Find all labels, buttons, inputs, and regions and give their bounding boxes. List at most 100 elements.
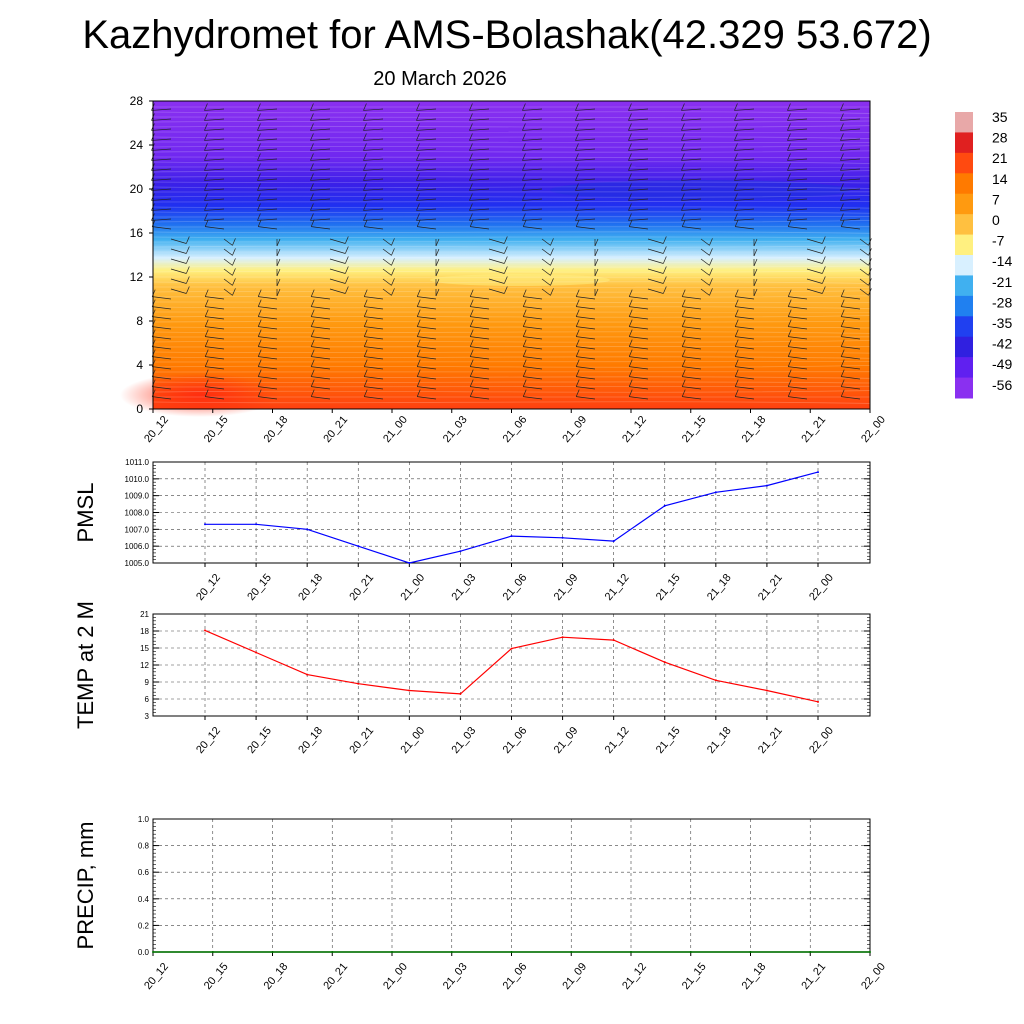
data-point [204, 523, 206, 526]
wind-barb [681, 369, 686, 377]
wind-barb [522, 329, 527, 337]
wind-barb [232, 238, 236, 246]
wind-barb [522, 148, 543, 151]
wind-barb [541, 248, 551, 256]
wind-barb [416, 103, 420, 111]
x-tick-label: 20_15 [202, 961, 231, 992]
wind-barb [550, 258, 554, 266]
wind-barb [223, 288, 233, 296]
wind-barb [204, 153, 208, 161]
y-tick-label: 0.2 [138, 921, 150, 930]
wind-barb [709, 258, 713, 266]
wind-barb [682, 356, 702, 360]
y-tick-label: 12 [130, 270, 144, 284]
wind-barb [205, 346, 225, 350]
wind-barb [734, 198, 755, 201]
wind-barb [391, 258, 395, 266]
wind-barb [344, 246, 349, 254]
wind-barb [522, 138, 543, 141]
wind-barb [594, 258, 599, 267]
wind-barb [363, 183, 367, 191]
wind-barb [470, 366, 490, 370]
y-tick-label: 18 [140, 627, 149, 636]
wind-barb [469, 178, 490, 181]
wind-barb [469, 208, 490, 211]
wind-barb [840, 158, 861, 161]
x-tick-label: 20_15 [245, 572, 274, 603]
wind-barb [470, 306, 490, 310]
wind-barb [310, 168, 331, 171]
wind-barb [469, 103, 473, 111]
contour-line [152, 236, 871, 239]
wind-barb [276, 248, 281, 257]
wind-barb [204, 219, 209, 227]
data-point [817, 471, 819, 474]
wind-barb [311, 396, 331, 400]
wind-barb [363, 188, 384, 191]
contour-line [152, 211, 871, 214]
wind-barb [363, 319, 368, 327]
wind-barb [576, 386, 596, 390]
wind-barb [470, 226, 490, 230]
wind-barb [629, 386, 649, 390]
wind-barb [787, 379, 792, 387]
wind-barb [787, 329, 792, 337]
wind-barb [787, 168, 808, 171]
wind-barb [522, 153, 526, 161]
wind-barb [416, 183, 420, 191]
wind-barb [787, 188, 808, 191]
wind-barb [416, 188, 437, 191]
wind-barb [575, 208, 596, 211]
wind-barb [787, 123, 791, 131]
wind-barb [840, 138, 861, 141]
wind-barb [628, 178, 649, 181]
contour-line [152, 206, 871, 209]
wind-barb [787, 143, 791, 151]
wind-barb [503, 256, 508, 264]
wind-barb [734, 123, 738, 131]
wind-barb [753, 288, 758, 297]
wind-barb [734, 369, 739, 377]
wind-barb [787, 153, 791, 161]
data-point [612, 639, 615, 642]
wind-barb [840, 389, 845, 397]
wind-barb [734, 133, 738, 141]
y-tick-label: 0.4 [138, 895, 150, 904]
y-tick-label: 3 [145, 712, 150, 721]
wind-barb [204, 379, 209, 387]
wind-barb [859, 258, 869, 266]
data-point [663, 504, 666, 507]
x-tick-label: 20_12 [142, 961, 171, 992]
wind-barb [469, 193, 473, 201]
x-tick-label: 21_12 [620, 414, 649, 445]
wind-barb [416, 173, 420, 181]
wind-barb [363, 168, 384, 171]
wind-barb [681, 193, 685, 201]
wind-barb [522, 113, 526, 121]
wind-barb [628, 168, 649, 171]
wind-barb [151, 138, 172, 141]
wind-barb [185, 286, 190, 294]
wind-barb [735, 306, 755, 310]
wind-barb [363, 379, 368, 387]
wind-barb [575, 173, 579, 181]
colorbar-label: -21 [992, 274, 1012, 290]
wind-barb [310, 188, 331, 191]
wind-barb [523, 336, 543, 340]
wind-barb [522, 108, 543, 111]
wind-barb [258, 376, 278, 380]
wind-barb [628, 198, 649, 201]
wind-barb [416, 379, 421, 387]
x-tick-label: 21_06 [501, 961, 530, 992]
wind-barb [575, 309, 580, 317]
wind-barb [629, 306, 649, 310]
wind-barb [682, 306, 702, 310]
wind-barb [344, 256, 349, 264]
colorbar-label: -35 [992, 315, 1012, 331]
contour-line [152, 340, 871, 343]
wind-barb [417, 336, 437, 340]
contour-line [152, 195, 871, 198]
wind-barb [522, 193, 526, 201]
wind-barb [787, 118, 808, 121]
wind-barb [575, 118, 596, 121]
